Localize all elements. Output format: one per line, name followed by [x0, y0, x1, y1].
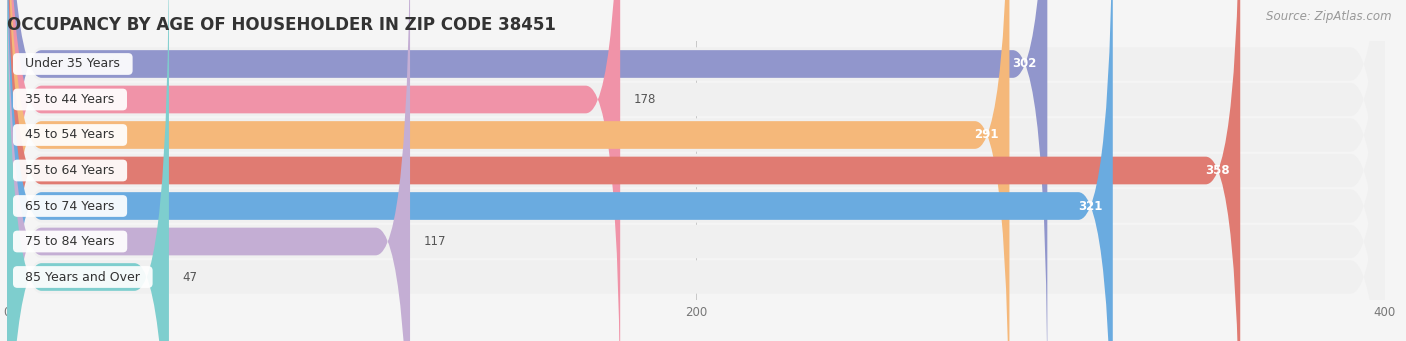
- Text: OCCUPANCY BY AGE OF HOUSEHOLDER IN ZIP CODE 38451: OCCUPANCY BY AGE OF HOUSEHOLDER IN ZIP C…: [7, 16, 555, 34]
- FancyBboxPatch shape: [7, 0, 1240, 341]
- FancyBboxPatch shape: [7, 0, 1385, 341]
- FancyBboxPatch shape: [7, 0, 1385, 341]
- FancyBboxPatch shape: [7, 0, 1112, 341]
- Text: Under 35 Years: Under 35 Years: [17, 58, 128, 71]
- Text: 55 to 64 Years: 55 to 64 Years: [17, 164, 122, 177]
- Text: 302: 302: [1012, 58, 1038, 71]
- Text: 65 to 74 Years: 65 to 74 Years: [17, 199, 122, 212]
- Text: 291: 291: [974, 129, 1000, 142]
- FancyBboxPatch shape: [7, 0, 1385, 341]
- FancyBboxPatch shape: [7, 0, 411, 341]
- Text: 75 to 84 Years: 75 to 84 Years: [17, 235, 122, 248]
- FancyBboxPatch shape: [7, 0, 1047, 341]
- FancyBboxPatch shape: [7, 0, 1385, 341]
- FancyBboxPatch shape: [7, 0, 620, 341]
- FancyBboxPatch shape: [7, 0, 1385, 341]
- FancyBboxPatch shape: [7, 0, 169, 341]
- FancyBboxPatch shape: [7, 0, 1010, 341]
- Text: 117: 117: [423, 235, 446, 248]
- Text: 35 to 44 Years: 35 to 44 Years: [17, 93, 122, 106]
- Text: 85 Years and Over: 85 Years and Over: [17, 270, 148, 283]
- Text: 47: 47: [183, 270, 198, 283]
- FancyBboxPatch shape: [7, 0, 1385, 341]
- Text: 45 to 54 Years: 45 to 54 Years: [17, 129, 122, 142]
- Text: 321: 321: [1078, 199, 1102, 212]
- Text: 358: 358: [1205, 164, 1230, 177]
- Text: 178: 178: [634, 93, 657, 106]
- Text: Source: ZipAtlas.com: Source: ZipAtlas.com: [1267, 10, 1392, 23]
- FancyBboxPatch shape: [7, 0, 1385, 341]
